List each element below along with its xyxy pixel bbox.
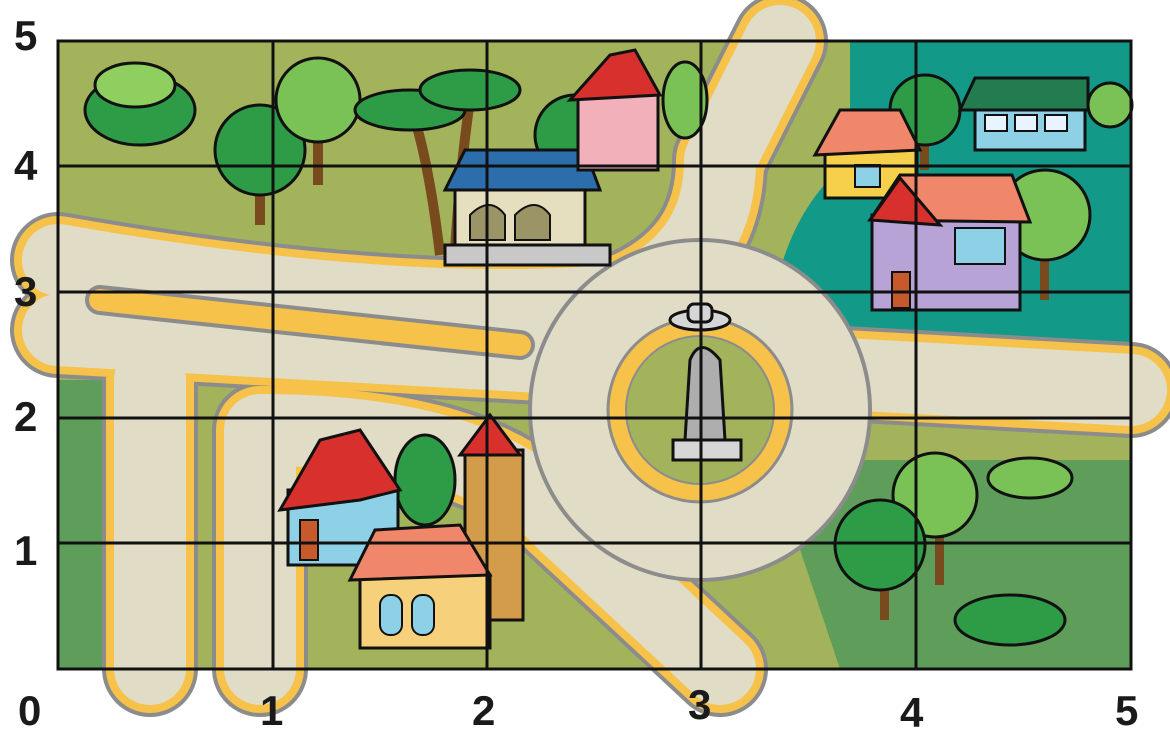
bush: [661, 60, 709, 140]
bush: [986, 456, 1074, 500]
y-tick-3: 3: [14, 268, 38, 315]
gazebo: [442, 148, 612, 267]
x-tick-2: 2: [472, 687, 496, 734]
y-tick-4: 4: [14, 142, 38, 189]
tree: [213, 103, 307, 225]
pink-house: [566, 48, 663, 172]
x-tick-3: 3: [688, 681, 712, 728]
y-tick-5: 5: [14, 12, 38, 59]
x-tick-0: 0: [18, 687, 42, 734]
x-tick-1: 1: [260, 687, 284, 734]
trees: [83, 56, 1134, 647]
x-tick-5: 5: [1115, 687, 1139, 734]
tree: [393, 433, 457, 527]
blue-house: [277, 428, 403, 567]
coordinate-grid: [56, 39, 1133, 671]
purple-house: [867, 173, 1033, 312]
church: [347, 412, 525, 650]
green-roof-house: [957, 76, 1090, 152]
tree: [833, 498, 927, 620]
y-tick-2: 2: [14, 393, 38, 440]
bush: [83, 61, 197, 147]
y-tick-1: 1: [14, 527, 38, 574]
bush: [953, 593, 1067, 647]
tree: [998, 168, 1092, 300]
bush: [1086, 81, 1134, 129]
x-tick-4: 4: [900, 689, 924, 736]
